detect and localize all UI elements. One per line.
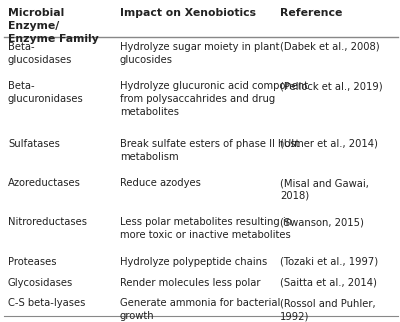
Text: (Tozaki et al., 1997): (Tozaki et al., 1997) (280, 257, 378, 267)
Text: Hydrolyze polypeptide chains: Hydrolyze polypeptide chains (120, 257, 267, 267)
Text: Microbial
Enzyme/
Enzyme Family: Microbial Enzyme/ Enzyme Family (8, 8, 99, 44)
Text: Hydrolyze sugar moiety in plant
glucosides: Hydrolyze sugar moiety in plant glucosid… (120, 42, 280, 65)
Text: Azoreductases: Azoreductases (8, 178, 81, 188)
Text: Reference: Reference (280, 8, 342, 18)
Text: Hydrolyze glucuronic acid component
from polysaccahrides and drug
metabolites: Hydrolyze glucuronic acid component from… (120, 81, 308, 117)
Text: (Pellock et al., 2019): (Pellock et al., 2019) (280, 81, 383, 91)
Text: Reduce azodyes: Reduce azodyes (120, 178, 201, 188)
Text: (Dabek et al., 2008): (Dabek et al., 2008) (280, 42, 380, 52)
Text: Beta-
glucuronidases: Beta- glucuronidases (8, 81, 84, 104)
Text: Proteases: Proteases (8, 257, 56, 267)
Text: Beta-
glucosidases: Beta- glucosidases (8, 42, 72, 65)
Text: C-S beta-lyases: C-S beta-lyases (8, 298, 85, 308)
Text: (Saitta et al., 2014): (Saitta et al., 2014) (280, 278, 377, 288)
Text: Break sulfate esters of phase II host
metabolism: Break sulfate esters of phase II host me… (120, 139, 300, 162)
Text: (Swanson, 2015): (Swanson, 2015) (280, 217, 364, 227)
Text: Less polar metabolites resulting in
more toxic or inactive metabolites: Less polar metabolites resulting in more… (120, 217, 292, 240)
Text: Impact on Xenobiotics: Impact on Xenobiotics (120, 8, 256, 18)
Text: (Misal and Gawai,
2018): (Misal and Gawai, 2018) (280, 178, 369, 201)
Text: Sulfatases: Sulfatases (8, 139, 60, 149)
Text: (Ulmer et al., 2014): (Ulmer et al., 2014) (280, 139, 378, 149)
Text: Render molecules less polar: Render molecules less polar (120, 278, 260, 288)
Text: (Rossol and Puhler,
1992): (Rossol and Puhler, 1992) (280, 298, 376, 321)
Text: Glycosidases: Glycosidases (8, 278, 73, 288)
Text: Generate ammonia for bacterial
growth: Generate ammonia for bacterial growth (120, 298, 280, 321)
Text: Nitroreductases: Nitroreductases (8, 217, 87, 227)
